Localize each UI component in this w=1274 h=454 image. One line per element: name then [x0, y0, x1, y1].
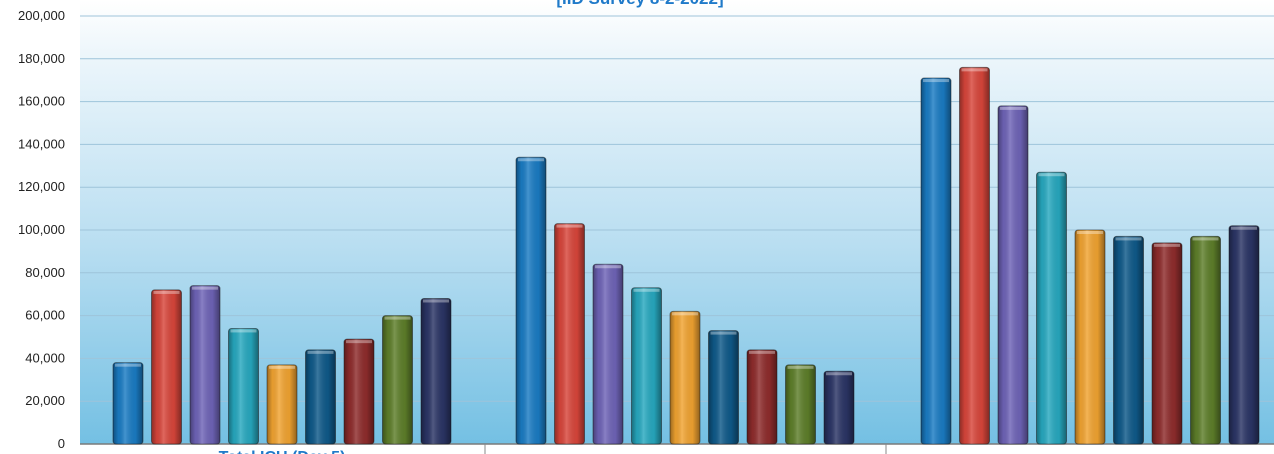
bar	[1036, 171, 1067, 445]
y-tick-label: 120,000	[18, 179, 65, 194]
bar	[382, 315, 413, 445]
bar	[343, 338, 375, 445]
bar	[189, 285, 221, 445]
y-tick-label: 60,000	[25, 308, 65, 323]
y-tick-label: 40,000	[25, 350, 65, 365]
bar	[997, 105, 1029, 445]
bar	[708, 330, 739, 445]
bars	[112, 66, 1260, 445]
y-axis: 0 20,000 40,000 60,000 80,000 100,000 120,000 1…	[18, 8, 65, 451]
bar	[228, 327, 259, 445]
bar	[1151, 242, 1183, 445]
chart-title: [IID Survey 8-2-2022]	[556, 0, 723, 8]
bar	[112, 362, 144, 445]
y-tick-label: 180,000	[18, 51, 65, 66]
bar	[592, 263, 624, 445]
bar	[420, 297, 452, 445]
x-axis: Total ICU (Day 5)	[219, 444, 887, 454]
bar	[515, 156, 547, 445]
y-tick-label: 200,000	[18, 8, 65, 23]
bar	[305, 349, 336, 445]
bar	[1074, 229, 1106, 445]
y-tick-label: 80,000	[25, 265, 65, 280]
bar	[1190, 235, 1221, 445]
bar	[669, 310, 701, 445]
bar	[266, 364, 298, 445]
bar	[1228, 225, 1260, 445]
bar	[746, 349, 778, 445]
bar	[151, 289, 182, 445]
x-category-label: Total ICU (Day 5)	[219, 449, 346, 454]
y-tick-label: 140,000	[18, 136, 65, 151]
y-tick-label: 20,000	[25, 393, 65, 408]
bar	[785, 364, 816, 445]
bar	[959, 66, 990, 445]
bar	[1113, 235, 1144, 445]
y-tick-label: 100,000	[18, 222, 65, 237]
bar	[920, 77, 952, 445]
bar	[631, 287, 662, 445]
y-tick-label: 0	[58, 436, 65, 451]
y-tick-label: 160,000	[18, 94, 65, 109]
bar	[823, 370, 855, 445]
bar	[554, 223, 585, 445]
